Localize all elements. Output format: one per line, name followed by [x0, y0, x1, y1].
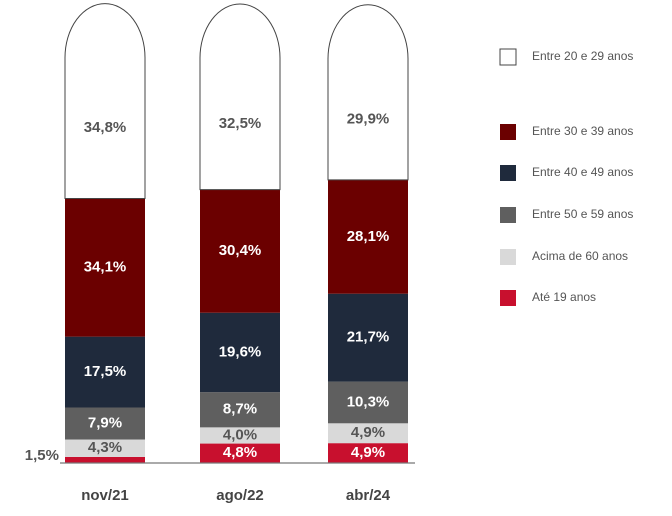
bar-segment	[65, 407, 145, 440]
bar-segment	[328, 423, 408, 444]
value-label: 4,3%	[88, 439, 122, 456]
value-label: 4,0%	[223, 426, 257, 443]
bar-segment	[65, 456, 145, 463]
value-label: 1,5%	[25, 447, 59, 464]
x-tick-label: nov/21	[81, 487, 129, 504]
bar-segment	[65, 439, 145, 457]
legend-swatch	[500, 249, 516, 265]
bar-segment	[64, 3, 146, 200]
value-label: 29,9%	[347, 110, 390, 127]
value-label: 32,5%	[219, 115, 262, 132]
bar-segment	[65, 336, 145, 408]
legend-swatch	[500, 124, 516, 140]
legend-label: Acima de 60 anos	[532, 249, 628, 263]
value-label: 34,1%	[84, 259, 127, 276]
value-label: 21,7%	[347, 329, 390, 346]
x-tick-label: abr/24	[346, 487, 391, 504]
bar-segment	[65, 198, 145, 337]
value-label: 4,8%	[223, 444, 257, 461]
bar-segment	[328, 381, 408, 424]
legend-label: Entre 30 e 39 anos	[532, 124, 633, 138]
legend-swatch	[500, 290, 516, 306]
x-tick-label: ago/22	[216, 487, 264, 504]
bar-segment	[200, 312, 280, 393]
bar-segment	[199, 3, 281, 191]
legend-label: Até 19 anos	[532, 290, 596, 304]
bar-segment	[328, 293, 408, 382]
value-label: 17,5%	[84, 363, 127, 380]
legend-label: Entre 40 e 49 anos	[532, 165, 633, 179]
value-label: 7,9%	[88, 414, 122, 431]
legend-swatch	[500, 165, 516, 181]
value-label: 30,4%	[219, 242, 262, 259]
bar-segment	[200, 443, 280, 463]
value-label: 10,3%	[347, 393, 390, 410]
bar-segment	[327, 4, 409, 181]
value-label: 4,9%	[351, 444, 385, 461]
legend-swatch	[499, 48, 517, 66]
value-label: 19,6%	[219, 343, 262, 360]
legend-label: Entre 50 e 59 anos	[532, 207, 633, 221]
bar-segment	[328, 179, 408, 294]
value-label: 34,8%	[84, 119, 127, 136]
value-label: 8,7%	[223, 401, 257, 418]
value-label: 4,9%	[351, 424, 385, 441]
bar-segment	[328, 443, 408, 463]
bar-segment	[200, 189, 280, 313]
value-label: 28,1%	[347, 228, 390, 245]
legend-label: Entre 20 e 29 anos	[532, 49, 633, 63]
bar-segment	[200, 427, 280, 444]
bar-segment	[200, 392, 280, 428]
legend-swatch	[500, 207, 516, 223]
